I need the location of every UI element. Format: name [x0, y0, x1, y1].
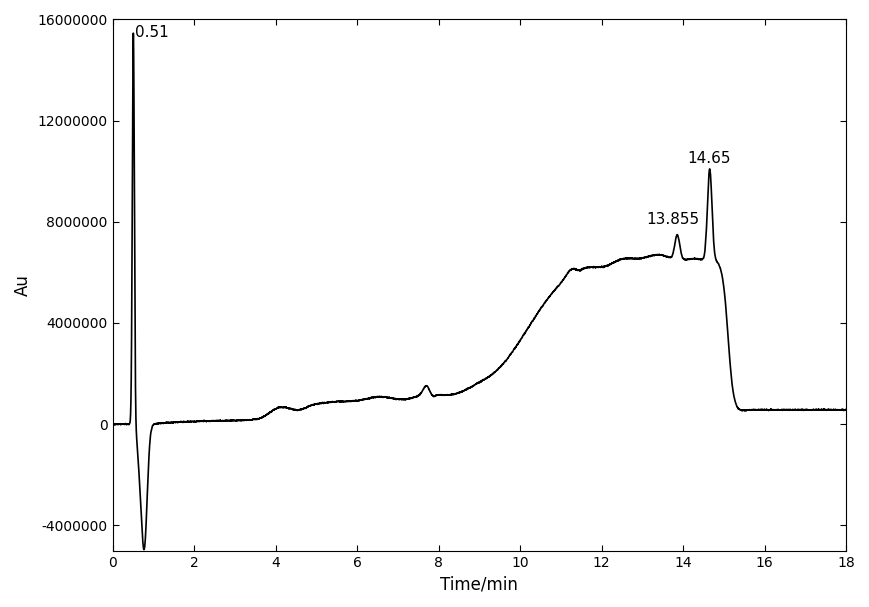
- Y-axis label: Au: Au: [14, 274, 32, 296]
- Text: 13.855: 13.855: [647, 212, 700, 227]
- Text: 0.51: 0.51: [135, 25, 169, 39]
- X-axis label: Time/min: Time/min: [441, 575, 518, 593]
- Text: 14.65: 14.65: [687, 151, 731, 166]
